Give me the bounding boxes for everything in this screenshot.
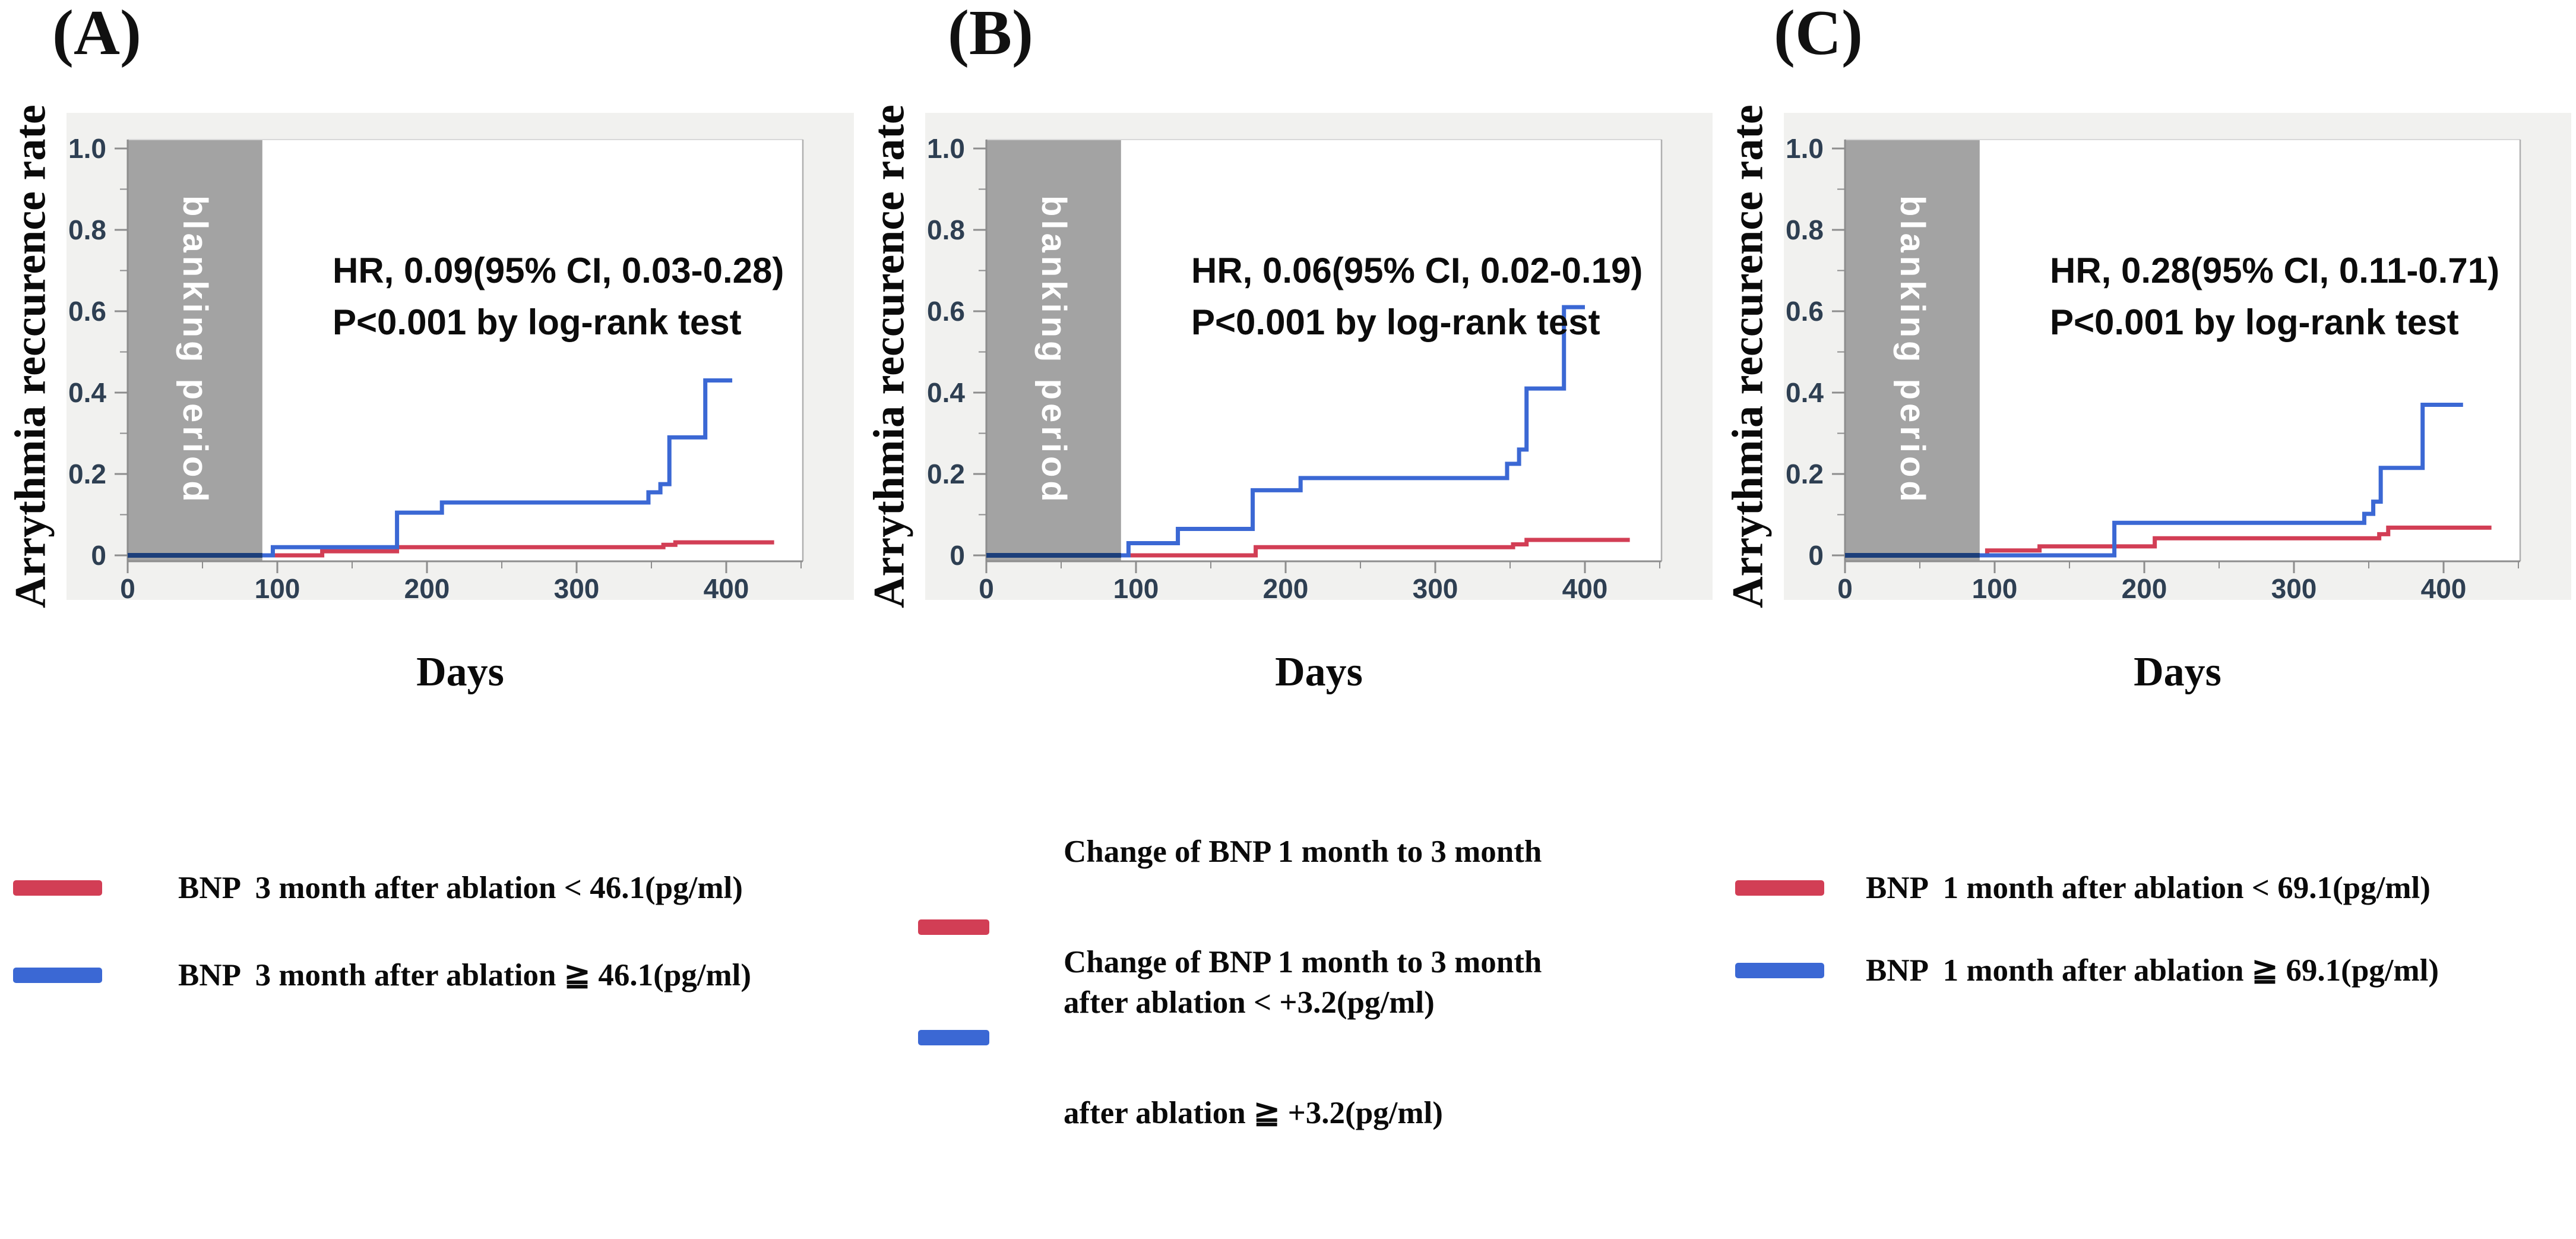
- blanking-period-label: blanking period: [176, 195, 214, 505]
- svg-text:0.6: 0.6: [927, 296, 965, 327]
- panel-letter: (A): [52, 0, 141, 68]
- legend-label-line: BNP 1 month after ablation < 69.1(pg/ml): [1866, 870, 2431, 905]
- svg-text:0: 0: [91, 540, 106, 571]
- svg-text:0: 0: [1808, 540, 1824, 571]
- legend-item-blue: BNP 3 month after ablation ≧ 46.1(pg/ml): [13, 849, 751, 1101]
- svg-text:1.0: 1.0: [1786, 133, 1824, 164]
- blue-line-swatch: [918, 1030, 989, 1046]
- panel-letter: (C): [1774, 0, 1863, 68]
- hr-annotation: HR, 0.06(95% CI, 0.02-0.19) P<0.001 by l…: [1191, 245, 1643, 348]
- svg-text:200: 200: [404, 573, 450, 600]
- svg-text:100: 100: [255, 573, 300, 600]
- svg-text:0.4: 0.4: [68, 377, 106, 408]
- svg-text:1.0: 1.0: [68, 133, 106, 164]
- legend-label-line: Change of BNP 1 month to 3 month: [1064, 944, 1542, 979]
- svg-text:0.2: 0.2: [68, 459, 106, 489]
- svg-text:0.6: 0.6: [1786, 296, 1824, 327]
- chart-frame: 0 100 200 300 400 0 0.2 0.4 0.6 0.8 1.0 blanking p…: [67, 113, 854, 600]
- x-axis-title: Days: [416, 649, 504, 695]
- legend-label: BNP 3 month after ablation < 46.1(pg/ml): [178, 762, 743, 1014]
- svg-text:0: 0: [120, 573, 135, 600]
- svg-text:1.0: 1.0: [927, 133, 965, 164]
- svg-text:400: 400: [2421, 573, 2467, 600]
- hr-annotation: HR, 0.28(95% CI, 0.11-0.71) P<0.001 by l…: [2050, 245, 2499, 348]
- blue-line-swatch: [1735, 962, 1824, 978]
- svg-text:0: 0: [950, 540, 965, 571]
- blanking-period-label: blanking period: [1034, 195, 1073, 505]
- svg-text:100: 100: [1113, 573, 1159, 600]
- legend-label-line: BNP 1 month after ablation ≧ 69.1(pg/ml): [1866, 953, 2439, 988]
- legend-item-red: BNP 1 month after ablation < 69.1(pg/ml): [1735, 762, 2431, 1014]
- chart-frame: 0 100 200 300 400 0 0.2 0.4 0.6 0.8 1.0 blanking p…: [1784, 113, 2571, 600]
- svg-text:0.2: 0.2: [927, 459, 965, 489]
- hr-annotation-line2: P<0.001 by log-rank test: [2050, 302, 2459, 342]
- x-axis-title: Days: [1275, 649, 1363, 695]
- svg-text:100: 100: [1972, 573, 2018, 600]
- svg-text:0.8: 0.8: [927, 214, 965, 245]
- legend-label: BNP 3 month after ablation ≧ 46.1(pg/ml): [178, 849, 751, 1101]
- svg-text:200: 200: [1263, 573, 1309, 600]
- svg-text:0.6: 0.6: [68, 296, 106, 327]
- red-line-swatch: [13, 880, 102, 896]
- svg-text:200: 200: [2122, 573, 2167, 600]
- blanking-period-label: blanking period: [1893, 195, 1932, 505]
- legend-item-red: BNP 3 month after ablation < 46.1(pg/ml): [13, 762, 743, 1014]
- km-plot: 0 100 200 300 400 0 0.2 0.4 0.6 0.8 1.0: [68, 133, 804, 600]
- legend-label: BNP 1 month after ablation < 69.1(pg/ml): [1866, 762, 2431, 1014]
- hr-annotation: HR, 0.09(95% CI, 0.03-0.28) P<0.001 by l…: [333, 245, 784, 348]
- legend-label-line: Change of BNP 1 month to 3 month: [1064, 834, 1542, 869]
- hr-annotation-line2: P<0.001 by log-rank test: [1191, 302, 1600, 342]
- svg-text:0.8: 0.8: [68, 214, 106, 245]
- panel-letter: (B): [948, 0, 1033, 68]
- x-axis-title: Days: [2134, 649, 2221, 695]
- km-plot: 0 100 200 300 400 0 0.2 0.4 0.6 0.8 1.0: [927, 133, 1663, 600]
- hr-annotation-line1: HR, 0.28(95% CI, 0.11-0.71): [2050, 251, 2500, 290]
- svg-text:300: 300: [2271, 573, 2317, 600]
- red-line-swatch: [1735, 880, 1824, 896]
- panel-c: (C) Arrythmia reccurence rate 0 100 200 300…: [1717, 0, 2576, 988]
- legend-label-line: after ablation ≧ +3.2(pg/ml): [1064, 1095, 1443, 1130]
- legend-item-blue: Change of BNP 1 month to 3 month after a…: [918, 836, 1542, 1239]
- svg-text:400: 400: [704, 573, 749, 600]
- hr-annotation-line1: HR, 0.06(95% CI, 0.02-0.19): [1191, 251, 1643, 290]
- svg-text:0: 0: [979, 573, 994, 600]
- legend-label: Change of BNP 1 month to 3 month after a…: [1064, 836, 1542, 1239]
- hr-annotation-line2: P<0.001 by log-rank test: [333, 302, 742, 342]
- legend-label: BNP 1 month after ablation ≧ 69.1(pg/ml): [1866, 845, 2439, 1096]
- svg-text:0.2: 0.2: [1786, 459, 1824, 489]
- red-line-swatch: [918, 919, 989, 935]
- chart-frame: 0 100 200 300 400 0 0.2 0.4 0.6 0.8 1.0 blanking p…: [925, 113, 1713, 600]
- svg-text:0.8: 0.8: [1786, 214, 1824, 245]
- svg-text:0.4: 0.4: [1786, 377, 1824, 408]
- svg-text:400: 400: [1562, 573, 1608, 600]
- legend-label-line: BNP 3 month after ablation < 46.1(pg/ml): [178, 870, 743, 905]
- y-axis-title: Arrythmia reccurence rate: [1723, 105, 1773, 608]
- svg-text:0.4: 0.4: [927, 377, 965, 408]
- svg-text:300: 300: [1413, 573, 1458, 600]
- panel-a: (A) Arrythmia reccurence rate 0 100 200 300…: [0, 0, 859, 993]
- hr-annotation-line1: HR, 0.09(95% CI, 0.03-0.28): [333, 251, 784, 290]
- y-axis-title: Arrythmia reccurence rate: [6, 105, 55, 608]
- svg-text:300: 300: [554, 573, 600, 600]
- legend-item-blue: BNP 1 month after ablation ≧ 69.1(pg/ml): [1735, 845, 2439, 1096]
- legend-label-line: BNP 3 month after ablation ≧ 46.1(pg/ml): [178, 957, 752, 993]
- blue-line-swatch: [13, 967, 102, 983]
- panel-b: (B) Arrythmia reccurence rate 0 100 200 300…: [859, 0, 1717, 1130]
- km-plot: 0 100 200 300 400 0 0.2 0.4 0.6 0.8 1.0: [1786, 133, 2521, 600]
- y-axis-title: Arrythmia reccurence rate: [865, 105, 914, 608]
- svg-text:0: 0: [1837, 573, 1853, 600]
